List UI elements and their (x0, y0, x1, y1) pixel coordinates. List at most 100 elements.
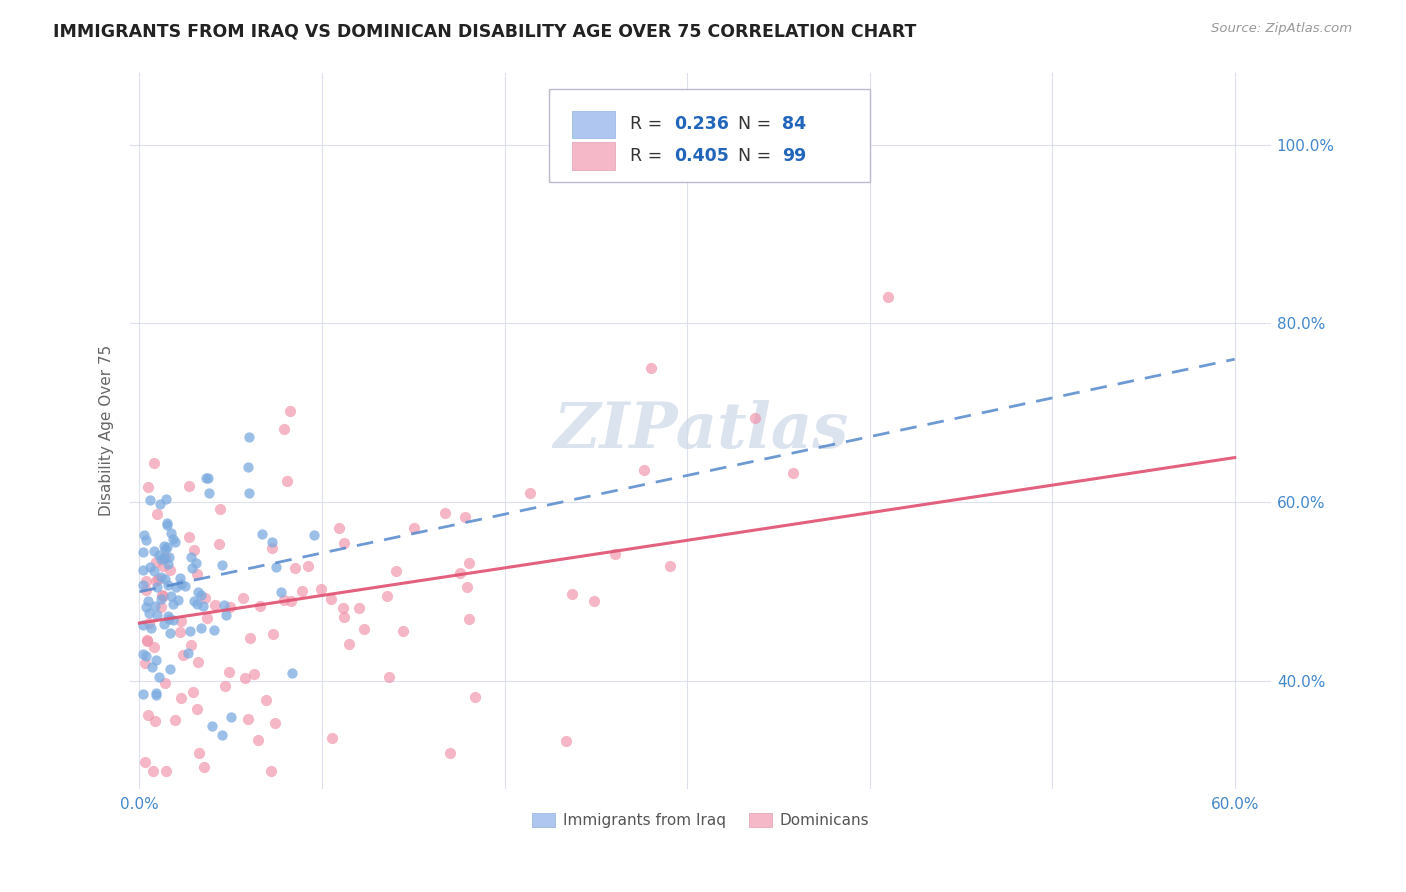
Point (149, 552, 172, 566)
Point (169, 625, 191, 640)
Point (156, 517, 179, 532)
Point (197, 486, 219, 500)
Point (333, 535, 356, 549)
Text: N =: N = (738, 147, 778, 165)
Text: ZIPatlas: ZIPatlas (553, 400, 848, 461)
Point (276, 474, 298, 488)
Point (149, 497, 172, 511)
Point (159, 626, 181, 640)
Text: N =: N = (738, 115, 778, 134)
Point (297, 559, 319, 574)
Y-axis label: Disability Age Over 75: Disability Age Over 75 (100, 345, 114, 516)
Point (254, 693, 277, 707)
Point (183, 542, 205, 557)
Point (132, 687, 155, 701)
Point (146, 573, 169, 587)
Point (180, 639, 202, 653)
Point (204, 599, 226, 613)
Legend: Immigrants from Iraq, Dominicans: Immigrants from Iraq, Dominicans (526, 807, 875, 835)
Point (658, 559, 681, 574)
Point (179, 624, 201, 639)
Point (159, 662, 181, 676)
Point (321, 591, 343, 606)
Point (377, 590, 399, 604)
Point (132, 563, 155, 577)
Point (744, 411, 766, 425)
Point (782, 466, 804, 480)
Point (143, 599, 166, 613)
Point (153, 542, 176, 557)
Point (136, 634, 159, 648)
Point (132, 544, 155, 558)
Point (236, 712, 259, 726)
Point (153, 675, 176, 690)
Point (392, 624, 415, 639)
Point (136, 708, 159, 723)
Point (159, 564, 181, 578)
Point (333, 610, 356, 624)
Point (132, 577, 155, 591)
Point (195, 611, 218, 625)
Point (142, 640, 165, 654)
Point (242, 666, 264, 681)
Point (184, 556, 207, 570)
Point (190, 588, 212, 602)
Point (157, 611, 180, 625)
FancyBboxPatch shape (548, 88, 870, 183)
Point (464, 690, 486, 704)
Point (208, 537, 231, 551)
Point (402, 521, 425, 535)
Point (153, 572, 176, 586)
Point (162, 532, 184, 546)
Point (309, 582, 332, 596)
Point (212, 598, 235, 612)
Point (281, 665, 304, 680)
Point (160, 526, 183, 541)
Point (433, 506, 456, 520)
Point (202, 623, 225, 637)
Point (194, 591, 217, 606)
Point (143, 564, 166, 578)
Point (145, 688, 167, 702)
Point (174, 579, 197, 593)
Point (236, 460, 259, 475)
Point (181, 685, 204, 699)
Point (190, 621, 212, 635)
Point (238, 486, 260, 500)
Point (273, 422, 295, 436)
Point (270, 585, 292, 599)
Text: R =: R = (630, 115, 668, 134)
Point (211, 728, 233, 742)
Bar (572, 111, 616, 138)
Point (214, 679, 236, 693)
Point (170, 576, 193, 591)
Point (209, 502, 232, 516)
Point (156, 608, 179, 623)
Point (134, 756, 156, 770)
Point (187, 584, 209, 599)
Point (162, 598, 184, 612)
Point (145, 556, 167, 570)
Point (155, 516, 177, 530)
Text: R =: R = (630, 147, 668, 165)
Point (157, 549, 180, 564)
Point (135, 648, 157, 663)
Point (439, 746, 461, 760)
Point (332, 601, 354, 615)
Point (188, 746, 211, 760)
Point (148, 548, 170, 562)
Point (180, 549, 202, 564)
Point (170, 615, 193, 629)
Point (163, 713, 186, 727)
Point (197, 470, 219, 484)
Point (603, 548, 626, 562)
Point (337, 638, 360, 652)
Point (193, 760, 215, 774)
Point (157, 557, 180, 571)
Point (249, 599, 271, 613)
Point (876, 289, 898, 303)
Point (458, 556, 481, 570)
Point (165, 580, 187, 594)
Point (291, 584, 314, 599)
Point (186, 598, 208, 612)
